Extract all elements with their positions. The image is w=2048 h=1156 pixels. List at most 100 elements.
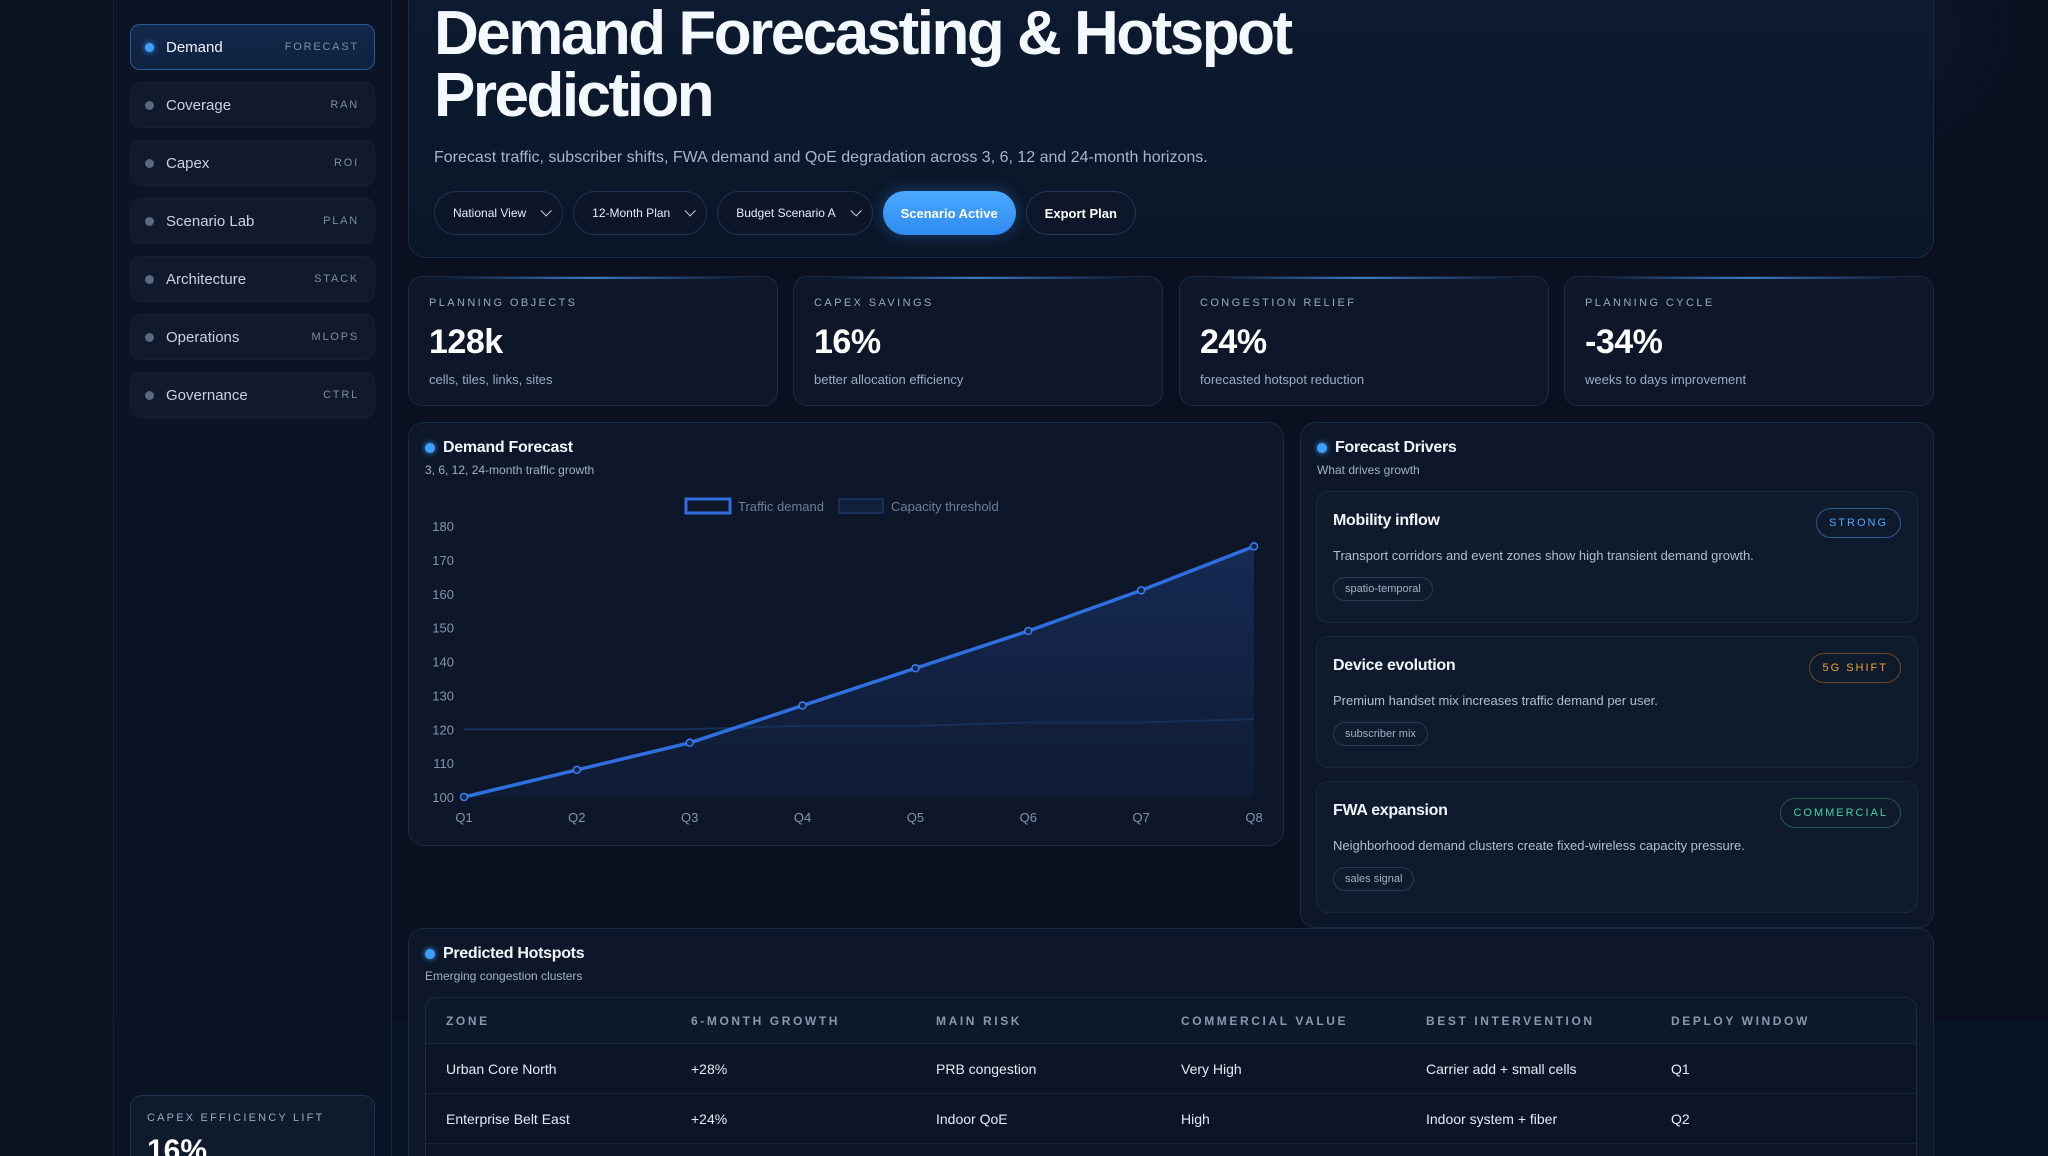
panel-subtitle: What drives growth [1317, 463, 1420, 477]
sidebar-item-operations[interactable]: Operations MLOPS [130, 314, 375, 360]
table-row[interactable]: Enterprise Belt East +24% Indoor QoE Hig… [426, 1094, 1916, 1144]
y-tick-label: 180 [432, 519, 454, 534]
table-cell: +28% [691, 1060, 728, 1077]
plan-select[interactable]: 12-Month Plan [573, 191, 708, 235]
traffic-demand-point [1136, 586, 1146, 595]
panel-dot-icon [1317, 443, 1327, 453]
column-header[interactable]: BEST INTERVENTION [1426, 1013, 1595, 1028]
table-cell: Carrier add + small cells [1426, 1060, 1577, 1077]
kpi-desc: weeks to days improvement [1585, 372, 1747, 387]
hero-panel: Demand Forecasting & Hotspot Prediction … [408, 0, 1934, 258]
y-tick-label: 170 [432, 553, 454, 568]
demand-forecast-panel: Demand Forecast 3, 6, 12, 24-month traff… [408, 422, 1284, 846]
x-tick-label: Q7 [1132, 810, 1149, 825]
kpi-card-planning-objects: PLANNING OBJECTS 128k cells, tiles, link… [408, 276, 778, 406]
panel-subtitle: Emerging congestion clusters [425, 969, 583, 983]
table-cell: PRB congestion [936, 1060, 1037, 1077]
toolbar: National View 12-Month Plan Budget Scena… [434, 191, 1136, 235]
sidebar: Demand FORECAST Coverage RAN Capex ROI S… [115, 0, 392, 1156]
table-cell: Very High [1181, 1060, 1242, 1077]
traffic-demand-point [459, 792, 469, 802]
status-dot-icon [145, 332, 154, 342]
table-header-row: ZONE 6-MONTH GROWTH MAIN RISK COMMERCIAL… [426, 998, 1916, 1044]
legend-label-traffic: Traffic demand [738, 499, 824, 514]
driver-desc: Transport corridors and event zones show… [1333, 548, 1754, 563]
sidebar-item-demand[interactable]: Demand FORECAST [130, 24, 375, 70]
kpi-label: CONGESTION RELIEF [1200, 297, 1357, 309]
chevron-down-icon [850, 205, 862, 217]
table-row[interactable]: Urban Core North +28% PRB congestion Ver… [426, 1044, 1916, 1094]
x-tick-label: Q2 [568, 810, 585, 825]
plan-select-value: 12-Month Plan [592, 206, 671, 220]
table-cell: Q1 [1671, 1060, 1690, 1077]
panel-title: Predicted Hotspots [443, 945, 585, 962]
column-header[interactable]: 6-MONTH GROWTH [691, 1013, 841, 1028]
column-header[interactable]: ZONE [446, 1013, 490, 1028]
sidebar-item-label: Architecture [166, 270, 247, 288]
table-cell: High [1181, 1110, 1210, 1127]
sidebar-item-label: Governance [166, 386, 248, 404]
sidebar-item-tag: MLOPS [311, 331, 359, 343]
x-tick-label: Q4 [794, 810, 811, 825]
kpi-value: -34% [1585, 323, 1663, 361]
view-select[interactable]: National View [434, 191, 564, 235]
status-badge: COMMERCIAL [1780, 798, 1901, 828]
y-tick-label: 100 [432, 790, 454, 805]
lift-value: 16% [147, 1134, 208, 1156]
forecast-drivers-panel: Forecast Drivers What drives growth Mobi… [1300, 422, 1934, 928]
column-header[interactable]: MAIN RISK [936, 1013, 1023, 1028]
column-header[interactable]: DEPLOY WINDOW [1671, 1013, 1810, 1028]
kpi-desc: better allocation efficiency [814, 372, 964, 387]
driver-chip: spatio-temporal [1333, 577, 1433, 601]
driver-card-fwa: FWA expansion COMMERCIAL Neighborhood de… [1316, 781, 1918, 913]
scenario-active-button[interactable]: Scenario Active [882, 191, 1016, 235]
page-subtitle: Forecast traffic, subscriber shifts, FWA… [434, 149, 1208, 166]
driver-title: Mobility inflow [1333, 512, 1440, 529]
sidebar-item-capex[interactable]: Capex ROI [130, 140, 375, 186]
y-tick-label: 120 [432, 722, 454, 737]
y-tick-label: 150 [432, 621, 454, 636]
panel-dot-icon [425, 443, 435, 453]
traffic-demand-point [1024, 626, 1033, 636]
chevron-down-icon [684, 205, 696, 217]
sidebar-item-governance[interactable]: Governance CTRL [130, 372, 375, 418]
export-plan-button[interactable]: Export Plan [1025, 191, 1136, 235]
y-tick-label: 160 [432, 587, 454, 602]
panel-title: Demand Forecast [443, 439, 573, 456]
capacity-threshold-line [464, 718, 1255, 731]
left-rail [0, 0, 114, 1156]
sidebar-item-scenario-lab[interactable]: Scenario Lab PLAN [130, 198, 375, 244]
chevron-down-icon [540, 205, 552, 217]
predicted-hotspots-panel: Predicted Hotspots Emerging congestion c… [408, 928, 1934, 1156]
sidebar-item-label: Coverage [166, 96, 232, 114]
driver-title: FWA expansion [1333, 802, 1448, 819]
traffic-demand-area [464, 546, 1254, 797]
sidebar-item-coverage[interactable]: Coverage RAN [130, 82, 375, 128]
traffic-demand-point [685, 738, 694, 748]
y-tick-label: 140 [432, 655, 454, 670]
kpi-desc: cells, tiles, links, sites [429, 372, 553, 387]
column-header[interactable]: COMMERCIAL VALUE [1181, 1013, 1349, 1028]
kpi-value: 128k [429, 323, 503, 361]
kpi-value: 16% [814, 323, 881, 361]
table-cell: Enterprise Belt East [446, 1110, 570, 1127]
kpi-card-congestion-relief: CONGESTION RELIEF 24% forecasted hotspot… [1179, 276, 1549, 406]
status-dot-icon [145, 158, 154, 168]
kpi-label: PLANNING CYCLE [1585, 297, 1715, 309]
status-dot-icon [145, 274, 154, 284]
y-tick-label: 130 [432, 688, 454, 703]
budget-select[interactable]: Budget Scenario A [717, 191, 873, 235]
sidebar-item-tag: CTRL [323, 389, 359, 401]
page-title: Demand Forecasting & Hotspot Prediction [434, 0, 1293, 130]
sidebar-item-tag: FORECAST [284, 41, 359, 53]
panel-subtitle: 3, 6, 12, 24-month traffic growth [425, 463, 595, 477]
panel-dot-icon [425, 949, 435, 959]
sidebar-item-architecture[interactable]: Architecture STACK [130, 256, 375, 302]
driver-card-mobility: Mobility inflow STRONG Transport corrido… [1316, 491, 1918, 623]
status-badge: 5G SHIFT [1809, 653, 1901, 683]
traffic-demand-point [572, 765, 582, 775]
status-dot-icon [145, 42, 154, 52]
table-cell: +24% [691, 1110, 728, 1127]
traffic-demand-point [798, 701, 807, 710]
kpi-desc: forecasted hotspot reduction [1200, 372, 1365, 387]
